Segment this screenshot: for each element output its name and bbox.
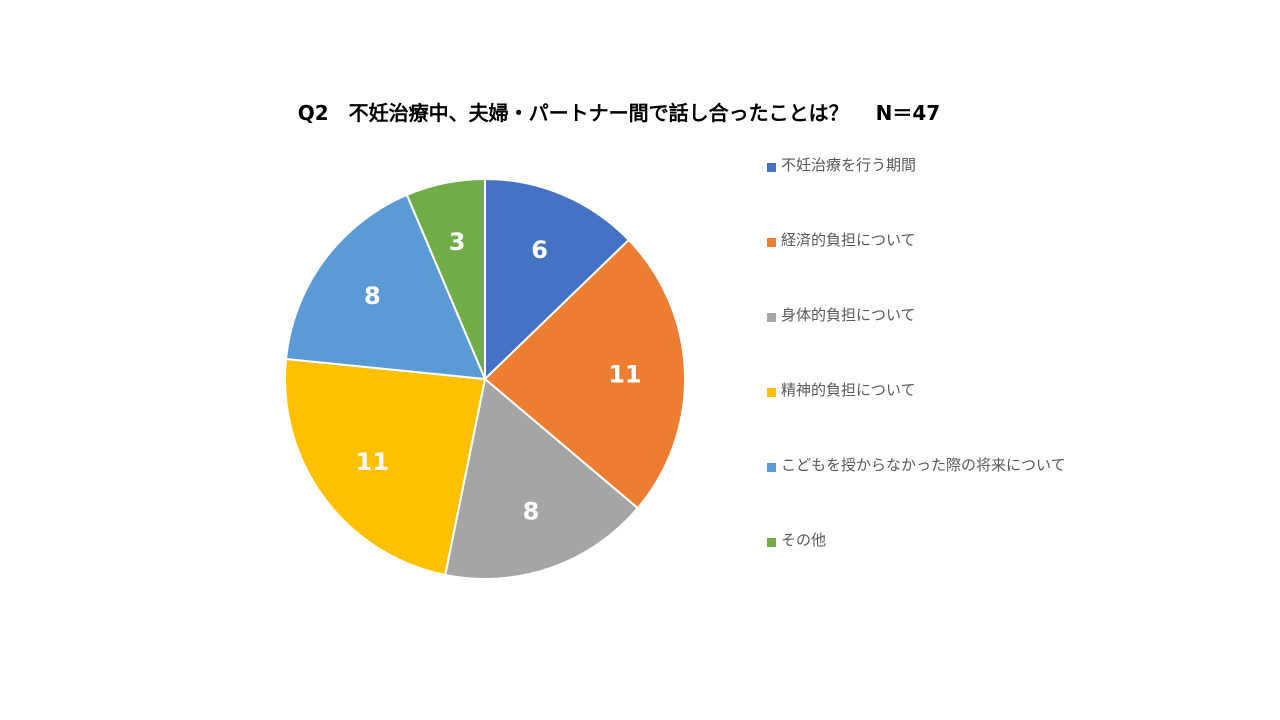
- legend-item-mental: 精神的負担について: [767, 377, 1066, 401]
- pie-slice: [483, 238, 686, 510]
- legend-swatch: [767, 462, 776, 472]
- pie-slice: [484, 177, 631, 382]
- legend-item-other: その他: [767, 527, 1066, 551]
- pie-data-label: 3: [449, 228, 466, 256]
- legend-item-period: 不妊治療を行う期間: [767, 152, 1066, 176]
- legend-swatch: [767, 237, 776, 247]
- pie-data-label: 6: [531, 236, 548, 264]
- legend-label: こどもを授からなかった際の将来について: [781, 455, 1066, 474]
- legend-swatch: [767, 162, 776, 172]
- pie-slice: [443, 377, 640, 580]
- legend-item-future: こどもを授からなかった際の将来について: [767, 452, 1066, 476]
- legend-label: 身体的負担について: [781, 305, 916, 324]
- legend-item-physical: 身体的負担について: [767, 302, 1066, 326]
- pie-data-label: 8: [364, 282, 381, 310]
- pie-data-label: 8: [523, 497, 540, 525]
- legend-swatch: [767, 537, 776, 547]
- pie-slice: [284, 357, 487, 577]
- pie-slice: [284, 193, 487, 381]
- legend-item-financial: 経済的負担について: [767, 227, 1066, 251]
- legend-label: 不妊治療を行う期間: [781, 155, 917, 174]
- pie-data-label: 11: [608, 360, 641, 388]
- legend-label: 経済的負担について: [781, 230, 916, 249]
- chart-title: Q2 不妊治療中、夫婦・パートナー間で話し合ったことは？ N＝47: [297, 101, 941, 125]
- legend-label: その他: [781, 530, 827, 549]
- chart-legend: 不妊治療を行う期間 経済的負担について 身体的負担について 精神的負担について …: [767, 152, 1066, 602]
- pie-slice: [405, 177, 486, 380]
- legend-swatch: [767, 312, 776, 322]
- legend-label: 精神的負担について: [781, 380, 916, 399]
- legend-swatch: [767, 387, 776, 397]
- pie-data-label: 11: [356, 448, 389, 476]
